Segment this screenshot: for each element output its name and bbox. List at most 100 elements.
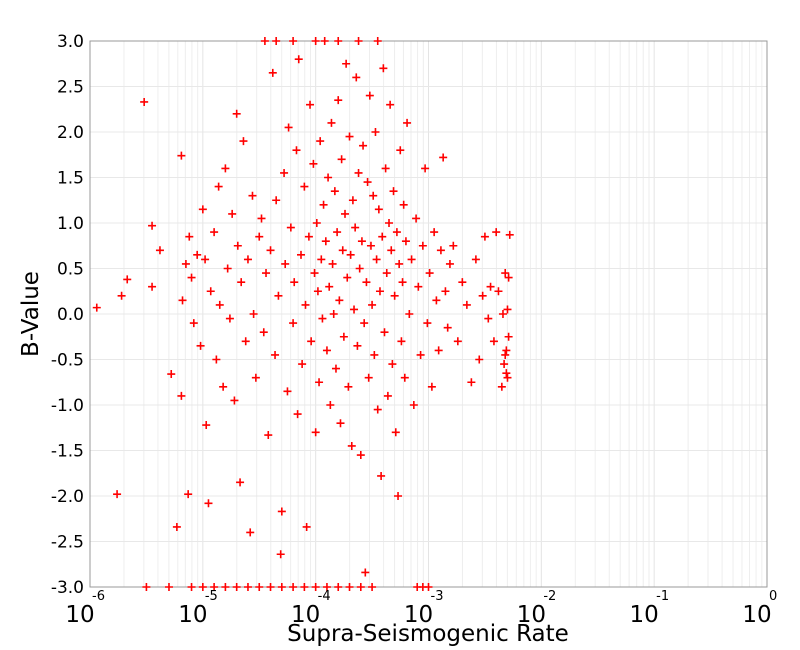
data-point [322,346,331,355]
data-point [212,355,221,364]
data-point [324,173,333,182]
data-point [498,310,507,318]
x-tick-base: 10 [65,602,94,628]
data-point [293,410,302,419]
data-point [354,37,363,45]
data-point [414,282,423,291]
data-point [353,341,362,350]
data-point [445,259,454,268]
data-point [246,528,255,537]
data-point [280,168,289,177]
data-point [361,568,370,577]
data-point [251,373,260,382]
data-point [327,118,336,127]
data-point [307,337,316,346]
data-point [424,583,433,591]
data-point [484,314,493,323]
data-point [311,583,320,591]
data-point [430,228,439,237]
data-point [311,37,320,45]
data-point [155,246,164,255]
data-point [210,583,219,591]
data-point [396,146,405,155]
data-point [123,275,132,284]
data-point [504,273,513,282]
data-point [236,478,245,487]
data-point [290,278,299,287]
x-tick-exponent: -3 [431,589,444,604]
data-point [202,421,211,430]
data-point [401,237,410,246]
data-point [502,346,511,355]
data-point [148,221,157,230]
y-tick-label: -2.5 [51,533,84,553]
data-point [364,373,373,382]
data-point [177,151,186,160]
data-point [421,164,430,173]
data-point [184,490,193,499]
x-tick-exponent: -1 [656,589,669,604]
data-point [439,153,448,162]
data-point [425,269,434,278]
data-point [325,282,334,291]
data-point [187,273,196,282]
data-point [334,96,343,105]
data-point [232,583,241,591]
data-point [348,196,357,205]
data-point [215,300,224,309]
data-point [284,123,293,132]
data-point [230,396,239,405]
data-point [277,583,286,591]
y-tick-label: 2.5 [57,78,84,98]
x-tick-exponent: -6 [92,589,105,604]
data-point [264,431,273,440]
data-point [330,187,339,196]
data-point [326,401,335,409]
data-point [181,259,190,268]
data-point [390,291,399,300]
data-point [274,291,283,300]
data-point [489,337,498,346]
data-point [351,223,360,232]
y-tick-label: 1.5 [57,169,84,189]
data-point [268,68,277,77]
data-point [418,241,427,250]
data-point [486,282,495,291]
y-tick-label: 1.0 [57,214,84,234]
data-point [462,300,471,309]
x-tick-exponent: -2 [543,589,556,604]
data-point [427,382,436,391]
data-point [352,73,361,82]
data-point [232,109,241,118]
data-point [334,583,343,591]
data-point [272,37,281,45]
y-tick-label: -3.0 [51,578,84,598]
data-point [266,583,275,591]
data-point [140,97,149,106]
data-point [443,323,452,332]
data-point [316,137,325,146]
data-point [394,492,403,500]
data-point [407,255,416,264]
data-point [502,369,511,378]
data-point [259,328,268,337]
data-point [309,159,318,168]
data-point [198,583,207,591]
data-point [500,360,509,369]
data-point [373,405,382,414]
x-tick-base: 10 [742,602,771,628]
data-point [343,273,352,282]
data-point [196,341,205,350]
data-point [255,583,264,591]
x-tick-base: 10 [404,602,433,628]
data-point [368,583,377,591]
data-point [185,232,194,241]
data-point [497,382,506,391]
data-point [306,100,315,109]
data-point [148,282,157,291]
data-point [467,378,476,387]
data-point [478,291,487,300]
data-point [505,230,514,239]
data-point [386,100,395,109]
